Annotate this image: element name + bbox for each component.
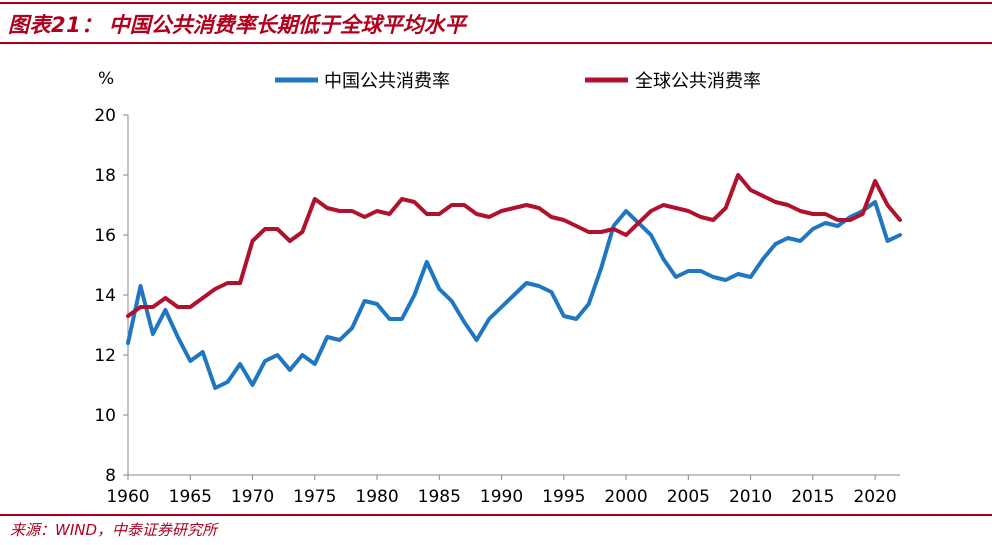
y-axis-unit: % bbox=[98, 69, 114, 89]
x-tick-label: 1990 bbox=[480, 487, 523, 507]
x-tick-label: 1980 bbox=[355, 487, 398, 507]
figure-title: 图表21： 中国公共消费率长期低于全球平均水平 bbox=[8, 10, 466, 38]
y-tick-label: 16 bbox=[94, 226, 116, 246]
x-tick-label: 2020 bbox=[853, 487, 896, 507]
page-title: 中国公共消费率长期低于全球平均水平 bbox=[108, 13, 466, 37]
y-tick-label: 12 bbox=[94, 346, 116, 366]
title-rule bbox=[0, 42, 992, 44]
x-tick-label: 1970 bbox=[231, 487, 274, 507]
x-tick-label: 1965 bbox=[169, 487, 212, 507]
y-tick-label: 10 bbox=[94, 406, 116, 426]
bottom-rule bbox=[0, 514, 992, 516]
legend-label-global: 全球公共消费率 bbox=[635, 71, 761, 92]
x-tick-label: 1975 bbox=[293, 487, 336, 507]
x-tick-label: 2015 bbox=[791, 487, 834, 507]
legend-label-china: 中国公共消费率 bbox=[324, 71, 450, 92]
x-tick-label: 1995 bbox=[542, 487, 585, 507]
x-tick-label: 1985 bbox=[418, 487, 461, 507]
y-tick-label: 18 bbox=[94, 166, 116, 186]
x-tick-label: 2005 bbox=[667, 487, 710, 507]
x-tick-label: 2010 bbox=[729, 487, 772, 507]
axes: 8 10 12 14 16 18 20 1960 1965 1970 1975 1980 1985 199… bbox=[94, 106, 900, 507]
figure-label: 图表21： bbox=[8, 13, 103, 37]
top-rule bbox=[0, 2, 992, 4]
series-line-global bbox=[126, 173, 902, 318]
y-tick-label: 20 bbox=[94, 106, 116, 126]
x-tick-label: 1960 bbox=[106, 487, 149, 507]
source-note: 来源：WIND，中泰证券研究所 bbox=[10, 521, 218, 539]
series-line-china bbox=[126, 200, 902, 390]
y-tick-label: 14 bbox=[94, 286, 116, 306]
legend: 中国公共消费率 全球公共消费率 bbox=[275, 71, 761, 92]
series-group bbox=[126, 173, 902, 390]
line-chart: 中国公共消费率 全球公共消费率 % 8 10 12 14 16 18 20 1960 1965 1… bbox=[94, 69, 902, 507]
x-tick-label: 2000 bbox=[604, 487, 647, 507]
y-tick-label: 8 bbox=[105, 466, 116, 486]
